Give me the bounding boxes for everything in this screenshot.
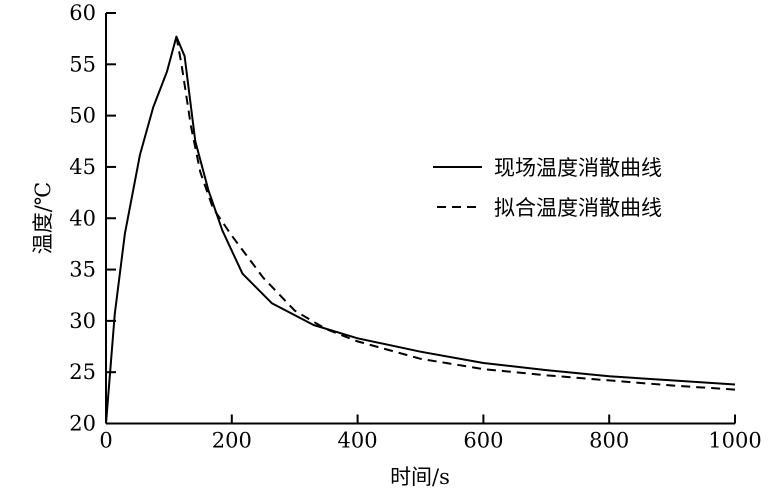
series-fitted-line: [175, 36, 736, 391]
x-tick-label: 800: [589, 429, 629, 453]
x-tick-label: 0: [99, 429, 112, 453]
y-tick-label: 30: [69, 309, 96, 333]
series-measured-line: [105, 35, 736, 424]
y-tick-label: 45: [69, 155, 96, 179]
x-tick-label: 400: [338, 429, 378, 453]
legend: 现场温度消散曲线 拟合温度消散曲线: [433, 156, 662, 220]
y-tick-label: 25: [69, 360, 96, 384]
x-axis-label: 时间/s: [390, 465, 450, 489]
y-tick-label: 35: [69, 258, 96, 282]
y-tick-label: 55: [69, 52, 96, 76]
y-tick-label: 40: [69, 206, 96, 230]
x-tick-label: 600: [463, 429, 503, 453]
x-tick-label: 1000: [708, 429, 761, 453]
y-tick-label: 20: [69, 412, 96, 436]
y-tick-label: 50: [69, 104, 96, 128]
legend-label-fitted: 拟合温度消散曲线: [494, 196, 662, 220]
y-axis-label: 温度/℃: [31, 182, 55, 255]
x-tick-label: 200: [212, 429, 252, 453]
y-tick-label: 60: [69, 1, 96, 25]
legend-label-measured: 现场温度消散曲线: [494, 156, 662, 180]
